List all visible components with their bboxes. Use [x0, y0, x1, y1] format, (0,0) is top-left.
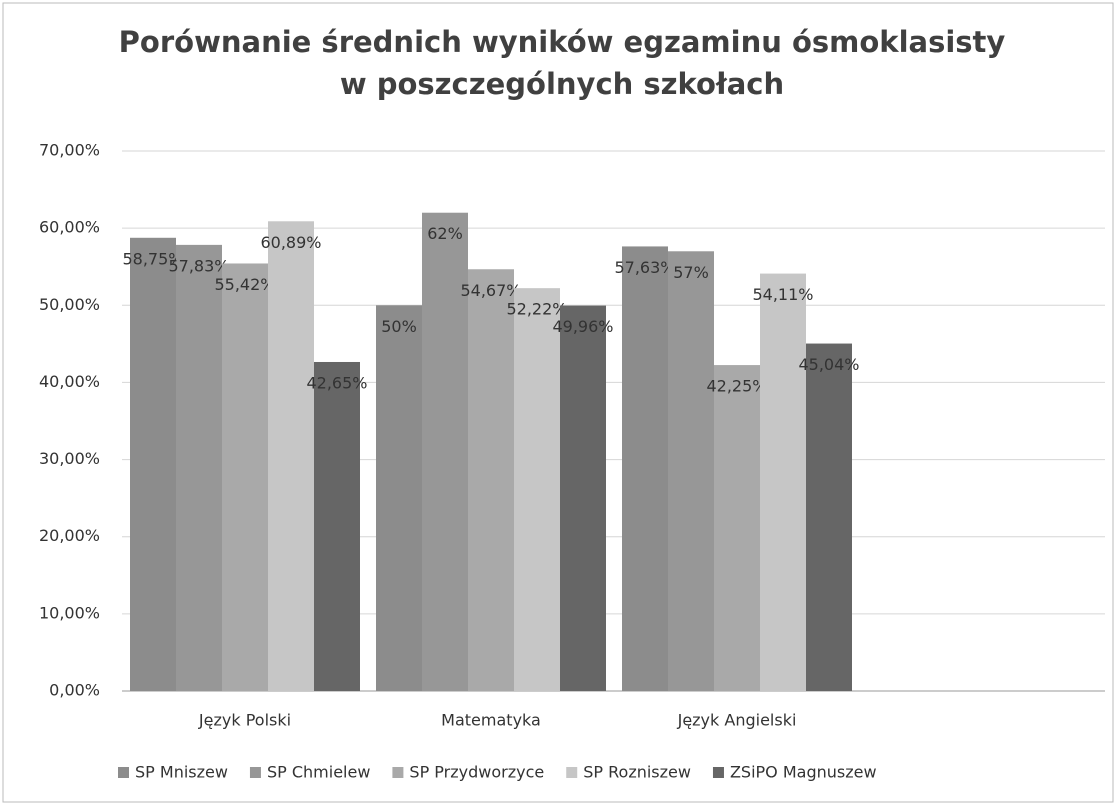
- legend-swatch: [118, 767, 129, 778]
- bar: [376, 305, 422, 691]
- data-label: 54,11%: [752, 285, 813, 304]
- bar: [514, 288, 560, 691]
- bar: [130, 237, 176, 692]
- legend-label: SP Rozniszew: [583, 763, 691, 782]
- x-tick-label: Język Angielski: [677, 711, 797, 730]
- data-label: 57,63%: [614, 258, 675, 277]
- legend-swatch: [566, 767, 578, 778]
- y-tick-label: 50,00%: [39, 295, 100, 314]
- data-label: 54,67%: [460, 281, 521, 300]
- data-label: 52,22%: [506, 300, 567, 319]
- bar: [176, 244, 222, 691]
- bar: [622, 246, 668, 691]
- data-label: 58,75%: [122, 249, 183, 268]
- chart-title: w poszczególnych szkołach: [340, 67, 784, 101]
- data-label: 62%: [427, 224, 463, 243]
- bar: [422, 212, 468, 691]
- legend-label: ZSiPO Magnuszew: [730, 763, 877, 782]
- bar: [806, 343, 852, 691]
- data-label: 45,04%: [798, 355, 859, 374]
- legend-label: SP Przydworzyce: [409, 763, 544, 782]
- bar: [760, 273, 806, 691]
- data-label: 42,25%: [706, 377, 767, 396]
- data-label: 50%: [381, 317, 417, 336]
- y-tick-label: 60,00%: [39, 218, 100, 237]
- y-tick-label: 0,00%: [49, 681, 100, 700]
- y-tick-label: 10,00%: [39, 603, 100, 622]
- data-label: 57,83%: [168, 256, 229, 275]
- legend-label: SP Mniszew: [135, 763, 228, 782]
- legend-swatch: [712, 767, 724, 778]
- bar: [268, 221, 314, 691]
- chart-title: Porównanie średnich wyników egzaminu ósm…: [119, 25, 1006, 59]
- legend-swatch: [392, 767, 404, 778]
- data-label: 57%: [673, 263, 709, 282]
- legend-label: SP Chmielew: [267, 763, 370, 782]
- y-tick-label: 40,00%: [39, 372, 100, 391]
- bar: [714, 365, 760, 691]
- data-label: 42,65%: [306, 373, 367, 392]
- y-tick-label: 70,00%: [39, 141, 100, 160]
- data-label: 49,96%: [552, 317, 613, 336]
- data-label: 60,89%: [260, 233, 321, 252]
- y-tick-label: 20,00%: [39, 526, 100, 545]
- bar: [222, 263, 268, 691]
- bar: [314, 361, 360, 691]
- y-tick-label: 30,00%: [39, 449, 100, 468]
- x-tick-label: Język Polski: [198, 711, 291, 730]
- bar: [468, 269, 514, 691]
- bar: [668, 251, 714, 692]
- bar: [560, 305, 606, 691]
- data-label: 55,42%: [214, 275, 275, 294]
- x-tick-label: Matematyka: [441, 711, 541, 730]
- legend-swatch: [249, 767, 261, 778]
